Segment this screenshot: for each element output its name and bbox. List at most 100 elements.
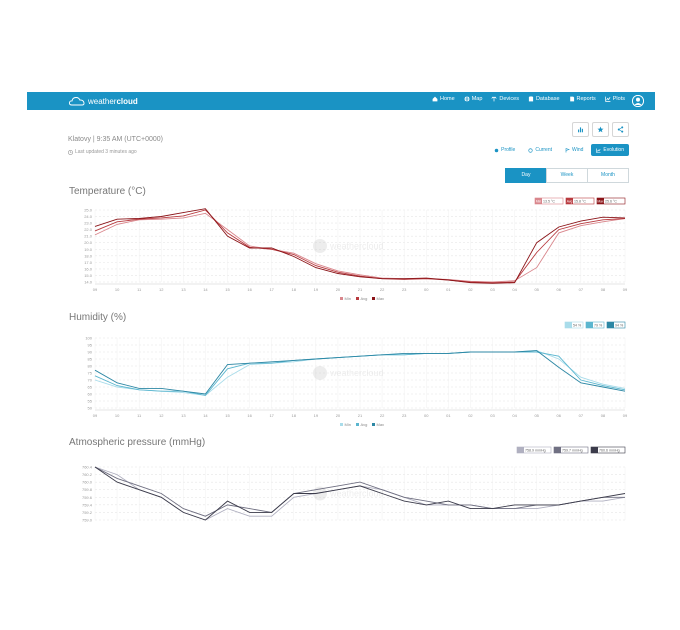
x-tick-label: 13 — [181, 413, 186, 418]
x-tick-label: 01 — [446, 287, 451, 292]
pressure-series-max — [94, 466, 626, 521]
x-tick-label: 19 — [314, 287, 319, 292]
y-tick-label: 16.0 — [84, 266, 93, 271]
bar-chart-button[interactable] — [572, 122, 589, 137]
y-tick-label: 95 — [88, 343, 93, 348]
clock-icon — [68, 149, 73, 155]
temperature-series-min — [94, 212, 626, 283]
x-tick-label: 10 — [115, 287, 120, 292]
charts-canvas: 25.024.0 23.022.0 21.020.0 19.018.0 17.016.0… — [82, 197, 628, 523]
period-month[interactable]: Month — [587, 168, 629, 183]
tab-evolution[interactable]: Evolution — [591, 144, 629, 156]
watermark-text: weathercloud — [329, 368, 384, 378]
x-tick-label: 22 — [380, 287, 385, 292]
humidity-chart-title: Humidity (%) — [69, 312, 127, 323]
bottom-legend-swatch — [340, 297, 343, 300]
legend-value: 759.7 mmHg — [562, 448, 583, 452]
legend-swatch — [586, 322, 593, 328]
nav-home[interactable]: Home — [432, 96, 455, 102]
brand-logo[interactable]: weathercloud — [69, 96, 138, 106]
x-tick-label: 02 — [468, 287, 473, 292]
x-tick-label: 06 — [557, 287, 562, 292]
watermark-text: weathercloud — [329, 489, 384, 499]
current-icon — [528, 147, 533, 153]
legend-swatch — [535, 198, 542, 204]
legend-value: 758.9 mmHg — [525, 448, 546, 452]
x-tick-label: 14 — [203, 413, 208, 418]
x-tick-label: 23 — [402, 287, 407, 292]
legend-swatch — [565, 322, 572, 328]
nav-database[interactable]: Database — [528, 96, 560, 102]
temperature-series-max — [94, 208, 626, 284]
x-tick-label: 11 — [137, 413, 142, 418]
x-tick-label: 07 — [579, 413, 584, 418]
y-tick-label: 22.0 — [84, 227, 93, 232]
x-tick-label: 04 — [512, 413, 517, 418]
watermark-logo: weathercloud — [313, 239, 384, 253]
tab-current[interactable]: Current — [523, 144, 557, 156]
period-day[interactable]: Day — [505, 168, 547, 183]
x-tick-label: 04 — [512, 287, 517, 292]
cloud-icon — [69, 97, 85, 106]
x-tick-label: 00 — [424, 287, 429, 292]
legend-value: 94 % — [615, 323, 624, 327]
watermark-cloud-icon — [313, 366, 327, 380]
bottom-legend-label: Avg — [361, 422, 368, 427]
x-tick-label: 09 — [623, 287, 628, 292]
tab-profile[interactable]: Profile — [489, 144, 520, 156]
x-tick-label: 21 — [358, 413, 363, 418]
evolution-icon — [596, 148, 601, 153]
pressure-chart: 760.4 760.2 760.0 759.8 759.6 759.4 759.2 759.0… — [82, 446, 626, 523]
y-tick-label: 21.0 — [84, 234, 93, 239]
x-tick-label: 14 — [203, 287, 208, 292]
toolbar — [572, 122, 629, 137]
nav-label: Devices — [499, 96, 519, 102]
x-tick-label: 19 — [314, 413, 319, 418]
y-tick-label: 23.0 — [84, 221, 93, 226]
nav-map[interactable]: Map — [464, 96, 483, 102]
bottom-legend-label: Avg — [361, 296, 368, 301]
x-tick-label: 22 — [380, 413, 385, 418]
x-tick-label: 16 — [247, 413, 252, 418]
legend-value: 15.8 °C — [574, 199, 586, 203]
legend-label: Max — [597, 199, 604, 203]
home-icon — [432, 96, 438, 102]
y-tick-label: 80 — [88, 364, 93, 369]
nav-plots[interactable]: Plots — [605, 96, 625, 102]
legend-swatch — [517, 447, 524, 453]
bottom-legend-swatch — [356, 423, 359, 426]
tab-label: Evolution — [603, 147, 624, 153]
star-button[interactable] — [592, 122, 609, 137]
y-tick-label: 759.8 — [82, 487, 93, 492]
bottom-legend-swatch — [340, 423, 343, 426]
user-avatar-icon[interactable] — [632, 95, 644, 107]
bottom-legend-swatch — [356, 297, 359, 300]
nav-devices[interactable]: Devices — [491, 96, 519, 102]
legend-value-badge: Max 25.6 °C — [596, 197, 626, 205]
watermark-cloud-icon — [313, 239, 327, 253]
y-tick-label: 18.0 — [84, 253, 93, 258]
view-tabs: Profile Current Wind Evolution — [489, 144, 629, 156]
nav-label: Home — [440, 96, 455, 102]
last-updated: Last updated 3 minutes ago — [68, 149, 137, 155]
x-tick-label: 18 — [292, 287, 297, 292]
legend-swatch — [607, 322, 614, 328]
y-tick-label: 85 — [88, 357, 93, 362]
profile-icon — [494, 148, 499, 152]
y-tick-label: 759.2 — [82, 510, 93, 515]
wind-icon — [565, 147, 570, 152]
bottom-legend-label: Max — [377, 296, 385, 301]
y-tick-label: 15.0 — [84, 273, 93, 278]
share-button[interactable] — [612, 122, 629, 137]
legend-value-badge: 760.6 mmHg — [590, 446, 626, 454]
y-tick-label: 759.0 — [82, 518, 93, 523]
nav-label: Plots — [612, 96, 625, 102]
y-tick-label: 50 — [88, 406, 93, 411]
y-tick-label: 24.0 — [84, 214, 93, 219]
nav-label: Map — [471, 96, 483, 102]
y-tick-label: 60 — [88, 392, 93, 397]
nav-reports[interactable]: Reports — [569, 96, 596, 102]
tab-wind[interactable]: Wind — [560, 144, 588, 156]
x-tick-label: 03 — [490, 413, 495, 418]
